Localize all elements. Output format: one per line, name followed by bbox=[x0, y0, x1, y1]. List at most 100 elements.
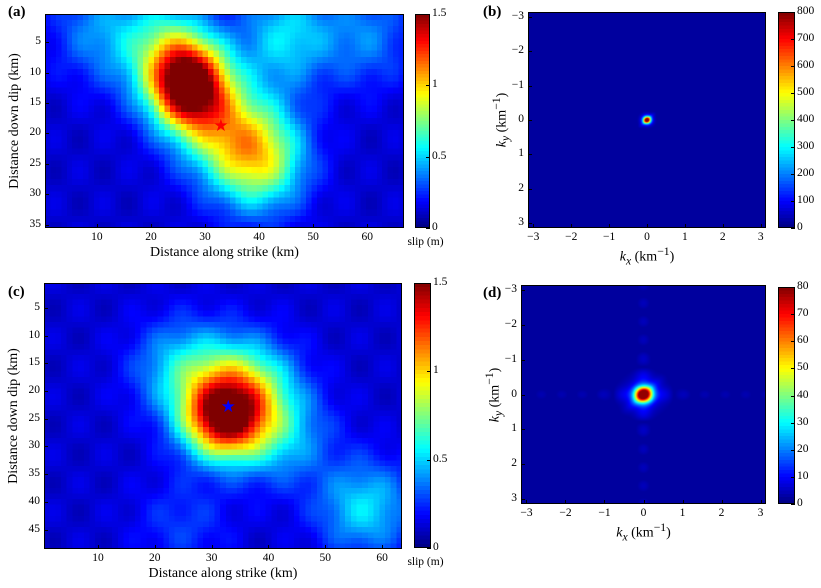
y-tick-label: 20 bbox=[28, 384, 41, 397]
x-tick-label: 30 bbox=[205, 552, 218, 564]
colorbar-tick-mark bbox=[427, 548, 431, 549]
x-tick-mark bbox=[721, 500, 723, 504]
x-tick-label: −2 bbox=[565, 231, 578, 243]
x-tick-label: 3 bbox=[757, 507, 764, 519]
axis-variable: k bbox=[494, 141, 510, 148]
colorbar-tick-label: 10 bbox=[797, 469, 809, 482]
colorbar bbox=[778, 287, 795, 504]
y-tick-label: 40 bbox=[28, 494, 41, 507]
heatmap-image bbox=[521, 285, 766, 504]
x-tick-label: 1 bbox=[682, 231, 688, 243]
colorbar-tick-mark bbox=[791, 314, 795, 316]
y-tick-label: 25 bbox=[28, 411, 41, 424]
y-tick-label: 15 bbox=[29, 96, 42, 108]
x-tick-label: 10 bbox=[92, 552, 104, 564]
x-axis-label: kx (km−1) bbox=[620, 245, 675, 267]
y-tick-mark bbox=[44, 474, 48, 476]
y-tick-label: −1 bbox=[511, 78, 524, 91]
colorbar-tick-label: 0 bbox=[797, 221, 803, 233]
x-tick-label: −1 bbox=[598, 507, 611, 519]
x-tick-mark bbox=[604, 500, 606, 504]
colorbar-tick-label: 1.5 bbox=[432, 7, 447, 19]
y-tick-label: −2 bbox=[511, 44, 524, 57]
y-tick-mark bbox=[44, 307, 48, 309]
y-tick-label: 20 bbox=[29, 126, 42, 139]
colorbar-tick-label: 1 bbox=[432, 78, 438, 91]
y-tick-mark bbox=[521, 394, 525, 396]
x-tick-mark bbox=[684, 224, 686, 228]
x-tick-mark bbox=[643, 500, 645, 504]
x-tick-label: 30 bbox=[199, 231, 211, 243]
colorbar-tick-label: 50 bbox=[797, 361, 809, 374]
x-tick-label: −3 bbox=[527, 231, 540, 243]
y-tick-mark bbox=[521, 499, 525, 501]
panel-label: (a) bbox=[8, 4, 26, 20]
axis-variable-subscript: x bbox=[622, 530, 628, 544]
y-tick-label: 10 bbox=[28, 328, 41, 341]
colorbar-tick-label: 800 bbox=[797, 5, 815, 17]
y-tick-mark bbox=[45, 163, 49, 165]
y-tick-label: −3 bbox=[511, 9, 524, 22]
axis-unit: (km bbox=[631, 249, 658, 265]
y-tick-label: 1 bbox=[511, 422, 517, 435]
colorbar-tick-mark bbox=[426, 228, 430, 229]
y-tick-label: −1 bbox=[504, 352, 517, 365]
x-tick-mark bbox=[760, 500, 762, 504]
colorbar-tick-mark bbox=[791, 66, 795, 67]
colorbar-tick-mark bbox=[791, 201, 795, 202]
y-axis-label: ky (km−1) bbox=[490, 93, 512, 148]
colorbar-tick-mark bbox=[791, 422, 795, 424]
y-tick-mark bbox=[521, 429, 525, 431]
colorbar-tick-mark bbox=[791, 93, 795, 94]
panel-label: (d) bbox=[483, 285, 502, 301]
y-tick-mark bbox=[528, 223, 532, 225]
y-tick-label: 35 bbox=[29, 217, 42, 230]
y-tick-label: 15 bbox=[28, 356, 41, 369]
x-tick-mark bbox=[211, 545, 213, 549]
x-tick-mark bbox=[565, 500, 567, 504]
colorbar-tick-mark bbox=[791, 476, 795, 478]
colorbar-label: slip (m) bbox=[407, 556, 444, 568]
x-tick-label: 60 bbox=[361, 231, 373, 243]
colorbar-tick-mark bbox=[791, 120, 795, 121]
x-tick-label: 0 bbox=[644, 231, 650, 243]
colorbar-tick-label: 200 bbox=[797, 167, 815, 179]
x-tick-mark bbox=[609, 224, 611, 228]
x-tick-label: 20 bbox=[145, 231, 157, 243]
heatmap-image bbox=[528, 12, 766, 228]
x-tick-mark bbox=[760, 224, 762, 228]
y-tick-label: 30 bbox=[28, 439, 41, 452]
x-tick-mark bbox=[526, 500, 528, 504]
colorbar-tick-label: 0 bbox=[433, 541, 439, 553]
y-tick-mark bbox=[528, 51, 532, 53]
y-tick-label: 2 bbox=[511, 457, 517, 470]
x-axis-label: kx (km−1) bbox=[616, 521, 671, 543]
colorbar-tick-mark bbox=[791, 287, 795, 288]
x-tick-mark bbox=[533, 224, 535, 228]
axis-unit-close: ) bbox=[666, 525, 671, 541]
y-tick-mark bbox=[521, 324, 525, 326]
x-tick-mark bbox=[313, 224, 315, 228]
axis-variable: k bbox=[616, 525, 623, 541]
colorbar-tick-label: 600 bbox=[797, 59, 815, 71]
x-tick-mark bbox=[682, 500, 684, 504]
colorbar-tick-mark bbox=[791, 39, 795, 40]
y-tick-mark bbox=[521, 359, 525, 361]
y-tick-mark bbox=[45, 133, 49, 135]
y-tick-label: 5 bbox=[34, 300, 40, 313]
y-tick-mark bbox=[44, 418, 48, 420]
x-axis-label: Distance along strike (km) bbox=[150, 245, 299, 260]
colorbar-tick-mark bbox=[791, 228, 795, 229]
panel-label: (c) bbox=[8, 284, 25, 300]
hypocenter-star-icon: ★ bbox=[220, 396, 236, 417]
colorbar-tick-mark bbox=[427, 283, 431, 284]
x-tick-mark bbox=[647, 224, 648, 228]
x-tick-mark bbox=[205, 224, 207, 228]
y-tick-label: 0 bbox=[518, 113, 524, 125]
x-tick-mark bbox=[97, 545, 99, 549]
y-tick-mark bbox=[44, 501, 48, 503]
y-tick-mark bbox=[528, 120, 532, 121]
colorbar-tick-mark bbox=[791, 504, 795, 505]
x-tick-label: 50 bbox=[307, 231, 319, 243]
x-tick-mark bbox=[96, 224, 98, 228]
